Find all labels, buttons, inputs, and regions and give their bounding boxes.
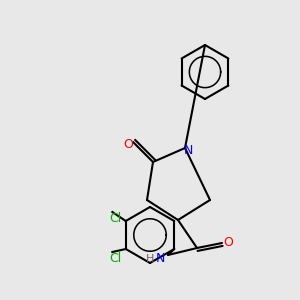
Text: Cl: Cl [109,251,122,265]
Text: O: O [223,236,233,250]
Text: O: O [123,137,133,151]
Text: N: N [183,143,193,157]
Text: H: H [146,254,154,264]
Text: N: N [155,253,165,266]
Text: Cl: Cl [109,212,122,224]
